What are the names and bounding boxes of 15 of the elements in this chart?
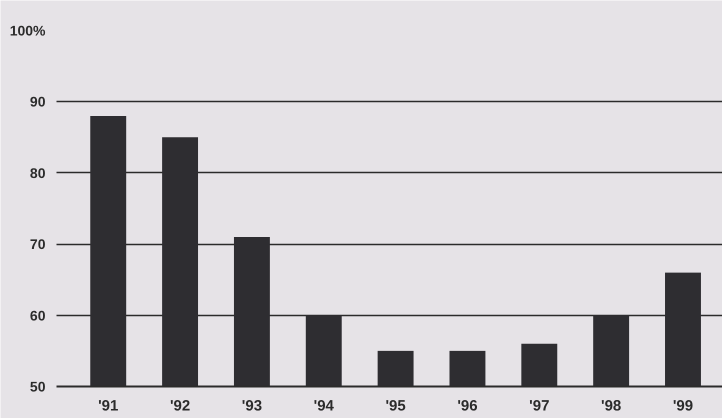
x-tick-label: '97 bbox=[529, 398, 550, 414]
x-tick-label: '96 bbox=[457, 398, 478, 414]
x-tick-label: '98 bbox=[601, 398, 622, 414]
y-tick-label: 60 bbox=[30, 307, 46, 324]
y-tick-label: 80 bbox=[30, 164, 46, 181]
x-tick-label: '92 bbox=[170, 398, 190, 414]
x-tick-label: '95 bbox=[385, 398, 406, 414]
y-tick-label: 70 bbox=[30, 236, 46, 252]
y-tick-label: 100% bbox=[10, 22, 46, 38]
x-tick-label: '99 bbox=[672, 398, 694, 414]
x-tick-label: '93 bbox=[242, 398, 262, 414]
y-tick-label: 90 bbox=[30, 94, 46, 110]
x-tick-label: '91 bbox=[98, 398, 118, 414]
y-tick-label: 50 bbox=[30, 378, 46, 394]
x-tick-label: '94 bbox=[314, 398, 335, 414]
